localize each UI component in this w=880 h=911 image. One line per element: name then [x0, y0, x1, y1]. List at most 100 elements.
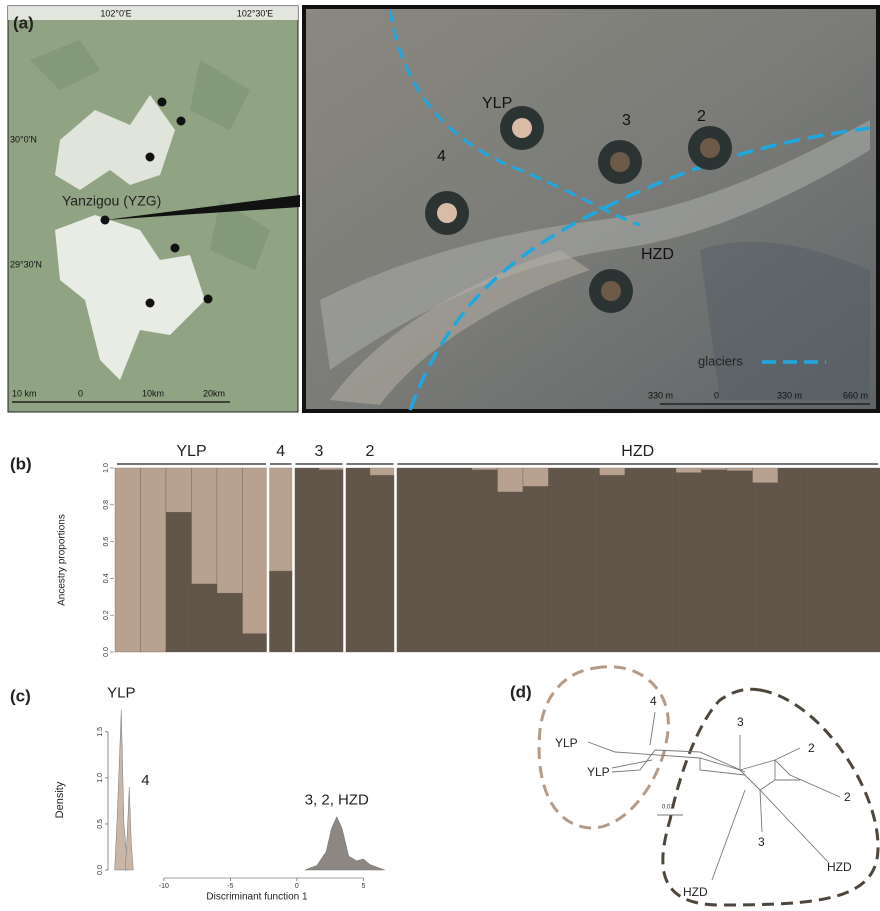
- legend-label: glaciers: [698, 353, 743, 368]
- bar-segment: [268, 468, 294, 571]
- bar-segment: [217, 468, 243, 593]
- bar-segment: [523, 468, 549, 486]
- site-dot: [204, 295, 213, 304]
- bar-segment: [727, 468, 753, 471]
- density-area: [115, 710, 128, 870]
- x-tick-label: 5: [361, 883, 365, 890]
- scale-label: 0.01: [662, 805, 674, 811]
- y-tick-label: 0.0: [97, 865, 104, 875]
- density-area: [305, 817, 385, 870]
- group-label: 2: [366, 443, 375, 460]
- bar-segment: [498, 492, 524, 652]
- bar-segment: [319, 470, 345, 652]
- panel-label: (c): [10, 686, 31, 705]
- y-tick-label: 0.5: [97, 819, 104, 829]
- lon-label: 102°30'E: [237, 8, 273, 18]
- aerial-photo: YLP 3 2 4 HZD glaciers 330 m 0 330 m 660…: [304, 7, 878, 411]
- bar-segment: [192, 468, 218, 584]
- bar-segment: [600, 475, 626, 652]
- scale-label: 10km: [142, 388, 164, 398]
- bar-segment: [676, 468, 702, 473]
- scale-label: 0: [714, 390, 719, 400]
- group-label: HZD: [621, 443, 654, 460]
- node-label: 3: [758, 835, 765, 849]
- bar-segment: [396, 468, 422, 652]
- y-tick-label: 1.5: [97, 727, 104, 737]
- y-tick-label: 0.0: [103, 647, 110, 657]
- y-axis-title: Density: [54, 781, 66, 818]
- lat-label: 29°30'N: [10, 259, 42, 269]
- bar-segment: [115, 468, 141, 652]
- site-dot: [177, 117, 186, 126]
- site-dot: [158, 98, 167, 107]
- network: (d) 4 YLP YLP 3 2 2 3 HZD HZD 0.01: [510, 667, 878, 905]
- site-dot: [146, 299, 155, 308]
- bar-segment: [523, 486, 549, 652]
- bar-segment: [294, 468, 320, 652]
- bar-segment: [192, 584, 218, 652]
- bar-segment: [447, 468, 473, 652]
- bar-segment: [319, 468, 345, 470]
- x-axis-title: Discriminant function 1: [206, 892, 308, 903]
- site-label: 4: [437, 148, 446, 165]
- bar-segment: [702, 468, 728, 470]
- bar-segment: [217, 593, 243, 652]
- node-label: YLP: [555, 736, 578, 750]
- node-label: HZD: [827, 860, 852, 874]
- overview-map: 102°0'E 102°30'E 30°0'N 29°30'N Yanzigou…: [8, 6, 300, 412]
- network-edges: [588, 712, 840, 880]
- site-core: [437, 203, 457, 223]
- y-tick-label: 1.0: [103, 463, 110, 473]
- bar-segment: [855, 468, 880, 652]
- x-tick-label: 0: [295, 883, 299, 890]
- x-tick-label: -10: [159, 883, 169, 890]
- bar-segment: [370, 475, 396, 652]
- scale-label: 330 m: [648, 390, 673, 400]
- series-label: 3, 2, HZD: [305, 792, 369, 809]
- panel-label: (a): [13, 13, 34, 32]
- bar-segment: [166, 468, 192, 512]
- scale-label: 330 m: [777, 390, 802, 400]
- bar-segment: [753, 483, 779, 652]
- figure: 102°0'E 102°30'E 30°0'N 29°30'N Yanzigou…: [0, 0, 880, 911]
- scale-label: 10 km: [12, 388, 37, 398]
- lon-label: 102°0'E: [100, 8, 131, 18]
- site-label: 3: [622, 112, 631, 129]
- bar-segment: [753, 468, 779, 483]
- scale-label: 0: [78, 388, 83, 398]
- bar-segment: [243, 634, 269, 652]
- series-label: YLP: [107, 685, 135, 702]
- bar-segment: [370, 468, 396, 475]
- bar-segment: [829, 468, 855, 652]
- series-label: 4: [141, 772, 149, 789]
- bar-segment: [421, 468, 447, 652]
- site-core: [601, 281, 621, 301]
- lat-label: 30°0'N: [10, 134, 37, 144]
- site-core: [610, 152, 630, 172]
- bar-segment: [472, 470, 498, 652]
- bar-segment: [574, 468, 600, 652]
- node-label: 2: [808, 741, 815, 755]
- bar-segment: [651, 468, 677, 652]
- node-label: 2: [844, 790, 851, 804]
- y-tick-label: 0.4: [103, 573, 110, 583]
- site-core: [512, 118, 532, 138]
- bar-segment: [549, 468, 575, 652]
- group-label: 4: [276, 443, 285, 460]
- group-label: 3: [315, 443, 324, 460]
- panel-label: (d): [510, 682, 532, 701]
- slope: [700, 242, 870, 400]
- y-tick-label: 0.6: [103, 537, 110, 547]
- panel-label: (b): [10, 454, 32, 473]
- bar-segment: [600, 468, 626, 475]
- x-tick-label: -5: [227, 883, 233, 890]
- site-core: [700, 138, 720, 158]
- site-dot: [171, 244, 180, 253]
- bar-segment: [472, 468, 498, 470]
- site-label: HZD: [641, 246, 674, 263]
- bar-segment: [778, 468, 804, 652]
- node-label: 4: [650, 694, 657, 708]
- site-label: 2: [697, 108, 706, 125]
- bar-segment: [166, 512, 192, 652]
